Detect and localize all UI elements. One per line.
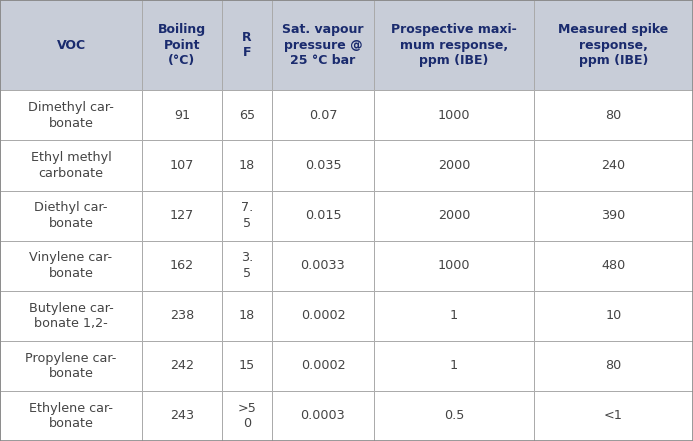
- Text: 2000: 2000: [438, 159, 470, 172]
- Text: >5
0: >5 0: [237, 402, 256, 430]
- Text: 107: 107: [170, 159, 194, 172]
- Text: 3.
5: 3. 5: [240, 251, 253, 280]
- Bar: [272, 90, 374, 141]
- Text: 1: 1: [450, 309, 458, 322]
- Bar: [142, 241, 222, 291]
- Bar: [142, 191, 222, 241]
- Bar: [222, 341, 272, 391]
- Text: 240: 240: [602, 159, 625, 172]
- Bar: [0, 0, 142, 90]
- Bar: [534, 241, 693, 291]
- Text: 238: 238: [170, 309, 194, 322]
- Text: Butylene car-
bonate 1,2-: Butylene car- bonate 1,2-: [28, 302, 114, 330]
- Text: 2000: 2000: [438, 209, 470, 222]
- Bar: [374, 141, 534, 191]
- Bar: [0, 191, 142, 241]
- Bar: [272, 241, 374, 291]
- Bar: [142, 391, 222, 441]
- Text: 80: 80: [605, 109, 622, 122]
- Text: Measured spike
response,
ppm (IBE): Measured spike response, ppm (IBE): [558, 23, 669, 67]
- Bar: [142, 0, 222, 90]
- Bar: [374, 191, 534, 241]
- Text: 162: 162: [170, 259, 194, 272]
- Bar: [222, 141, 272, 191]
- Bar: [222, 391, 272, 441]
- Bar: [272, 341, 374, 391]
- Text: 0.07: 0.07: [308, 109, 337, 122]
- Text: 1000: 1000: [438, 109, 470, 122]
- Bar: [374, 291, 534, 341]
- Bar: [0, 141, 142, 191]
- Bar: [272, 391, 374, 441]
- Text: 80: 80: [605, 359, 622, 372]
- Text: 18: 18: [238, 309, 255, 322]
- Bar: [0, 341, 142, 391]
- Bar: [534, 391, 693, 441]
- Text: <1: <1: [604, 409, 623, 422]
- Bar: [534, 90, 693, 141]
- Text: VOC: VOC: [56, 39, 86, 52]
- Text: 127: 127: [170, 209, 194, 222]
- Text: 7.
5: 7. 5: [240, 202, 253, 230]
- Text: Prospective maxi-
mum response,
ppm (IBE): Prospective maxi- mum response, ppm (IBE…: [391, 23, 517, 67]
- Bar: [374, 241, 534, 291]
- Bar: [374, 0, 534, 90]
- Text: 480: 480: [602, 259, 625, 272]
- Bar: [222, 90, 272, 141]
- Text: 0.0003: 0.0003: [301, 409, 345, 422]
- Text: 0.0002: 0.0002: [301, 359, 345, 372]
- Text: 1000: 1000: [438, 259, 470, 272]
- Bar: [222, 241, 272, 291]
- Text: Vinylene car-
bonate: Vinylene car- bonate: [30, 251, 112, 280]
- Bar: [272, 191, 374, 241]
- Text: 0.035: 0.035: [305, 159, 341, 172]
- Bar: [222, 0, 272, 90]
- Text: Ethyl methyl
carbonate: Ethyl methyl carbonate: [30, 151, 112, 180]
- Bar: [272, 291, 374, 341]
- Text: Ethylene car-
bonate: Ethylene car- bonate: [29, 402, 113, 430]
- Bar: [534, 141, 693, 191]
- Bar: [374, 391, 534, 441]
- Bar: [0, 291, 142, 341]
- Text: 243: 243: [170, 409, 194, 422]
- Bar: [534, 0, 693, 90]
- Bar: [142, 341, 222, 391]
- Bar: [0, 391, 142, 441]
- Text: 242: 242: [170, 359, 194, 372]
- Bar: [142, 141, 222, 191]
- Text: Dimethyl car-
bonate: Dimethyl car- bonate: [28, 101, 114, 130]
- Bar: [534, 291, 693, 341]
- Bar: [142, 90, 222, 141]
- Bar: [534, 341, 693, 391]
- Text: 10: 10: [605, 309, 622, 322]
- Text: Sat. vapour
pressure @
25 °C bar: Sat. vapour pressure @ 25 °C bar: [282, 23, 364, 67]
- Bar: [374, 341, 534, 391]
- Bar: [272, 0, 374, 90]
- Bar: [534, 191, 693, 241]
- Bar: [374, 90, 534, 141]
- Text: Diethyl car-
bonate: Diethyl car- bonate: [34, 202, 108, 230]
- Text: 65: 65: [238, 109, 255, 122]
- Text: Boiling
Point
(°C): Boiling Point (°C): [158, 23, 206, 67]
- Bar: [142, 291, 222, 341]
- Text: 18: 18: [238, 159, 255, 172]
- Bar: [0, 90, 142, 141]
- Text: 0.5: 0.5: [444, 409, 464, 422]
- Bar: [222, 291, 272, 341]
- Text: 91: 91: [174, 109, 190, 122]
- Text: R
F: R F: [242, 31, 252, 60]
- Text: 0.015: 0.015: [305, 209, 341, 222]
- Text: 390: 390: [602, 209, 625, 222]
- Text: 0.0033: 0.0033: [301, 259, 345, 272]
- Bar: [272, 141, 374, 191]
- Text: 0.0002: 0.0002: [301, 309, 345, 322]
- Bar: [0, 241, 142, 291]
- Bar: [222, 191, 272, 241]
- Text: 15: 15: [238, 359, 255, 372]
- Text: Propylene car-
bonate: Propylene car- bonate: [26, 351, 116, 380]
- Text: 1: 1: [450, 359, 458, 372]
